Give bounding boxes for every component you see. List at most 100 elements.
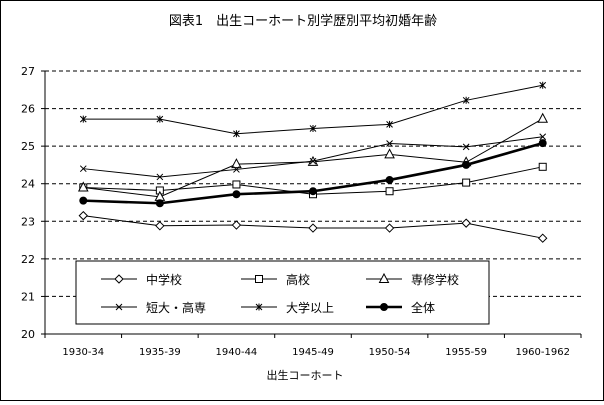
data-point	[386, 120, 393, 128]
marker-asterisk	[386, 120, 393, 128]
data-point	[78, 210, 88, 221]
marker-asterisk	[462, 96, 470, 104]
marker-circle	[538, 139, 547, 148]
legend-item: 短大・高専	[101, 300, 206, 315]
data-point	[232, 190, 241, 199]
data-point	[386, 140, 393, 147]
marker-diamond	[114, 274, 124, 284]
marker-circle	[79, 196, 88, 205]
marker-asterisk	[539, 81, 547, 89]
legend-item: 全体	[366, 300, 435, 315]
axes	[41, 70, 582, 338]
data-point	[385, 187, 394, 196]
data-point	[309, 187, 317, 196]
marker-circle	[385, 175, 394, 184]
marker-circle	[380, 303, 388, 311]
data-point	[308, 223, 318, 233]
legend-label: 中学校	[146, 272, 182, 287]
marker-diamond	[78, 210, 88, 221]
x-tick-labels: 1930-34 1935-39 1940-44 1945-49 1950-54 1955-…	[62, 347, 570, 358]
marker-asterisk	[156, 115, 164, 123]
data-point	[155, 221, 165, 231]
series-4	[79, 81, 547, 138]
marker-x	[462, 143, 470, 151]
data-point	[233, 130, 240, 138]
marker-square	[462, 178, 471, 187]
y-tick-label: 26	[21, 103, 35, 116]
legend-box	[75, 260, 490, 325]
data-point	[79, 165, 87, 173]
marker-asterisk	[233, 130, 240, 138]
legend-item: 中学校	[101, 272, 182, 287]
marker-square	[538, 162, 547, 171]
marker-square	[255, 275, 263, 283]
marker-asterisk	[255, 303, 263, 311]
data-point	[538, 162, 547, 171]
data-point	[384, 223, 395, 233]
x-axis-label: 出生コーホート	[267, 368, 344, 382]
legend-item: 大学以上	[241, 300, 334, 315]
data-point	[385, 175, 394, 184]
x-tick-label: 1960-1962	[515, 347, 570, 358]
x-tick-label: 1955-59	[445, 347, 487, 358]
data-point	[538, 233, 548, 243]
marker-triangle	[537, 112, 549, 123]
marker-x	[79, 165, 87, 173]
data-point	[462, 160, 471, 169]
marker-asterisk	[79, 115, 87, 123]
data-point	[538, 139, 547, 148]
marker-x	[539, 133, 547, 141]
marker-diamond	[384, 223, 395, 233]
marker-diamond	[538, 233, 548, 243]
data-point	[462, 143, 470, 151]
marker-x	[233, 166, 240, 173]
data-point	[155, 199, 164, 208]
x-tick-label: 1940-44	[216, 347, 258, 358]
marker-x	[386, 140, 393, 147]
data-point	[77, 181, 89, 192]
y-tick-label: 21	[21, 290, 35, 303]
data-point	[461, 218, 471, 228]
data-point	[156, 115, 164, 123]
data-point	[79, 196, 88, 205]
data-point	[462, 96, 470, 104]
legend-label: 大学以上	[286, 300, 334, 315]
legend-label: 短大・高専	[146, 300, 206, 315]
data-point	[309, 157, 317, 165]
y-tick-label: 20	[21, 328, 35, 341]
data-point	[462, 178, 471, 187]
marker-circle	[309, 187, 317, 196]
marker-triangle	[378, 272, 390, 283]
chart-title: 図表1 出生コーホート別学歴別平均初婚年齢	[169, 13, 437, 29]
y-tick-label: 27	[21, 65, 35, 78]
x-tick-label: 1930-34	[62, 347, 104, 358]
legend-item: 高校	[241, 272, 310, 287]
x-tick-label: 1935-39	[139, 347, 181, 358]
marker-circle	[155, 199, 164, 208]
marker-triangle	[77, 181, 89, 192]
marker-diamond	[155, 221, 165, 231]
legend-item: 専修学校	[366, 272, 459, 287]
y-tick-label: 24	[21, 178, 35, 191]
series-0	[78, 210, 548, 243]
marker-x	[115, 303, 123, 311]
y-tick-label: 25	[21, 140, 35, 153]
series-group	[77, 81, 549, 243]
data-point	[79, 115, 87, 123]
data-point	[232, 180, 241, 189]
legend-label: 高校	[286, 272, 310, 287]
marker-x	[309, 157, 317, 165]
marker-x	[156, 173, 164, 181]
series-3	[79, 133, 547, 181]
marker-diamond	[461, 218, 471, 228]
data-point	[231, 158, 242, 169]
y-tick-labels: 20 21 22 23 24 25 26 27	[21, 65, 35, 341]
marker-circle	[462, 160, 471, 169]
marker-diamond	[231, 220, 242, 230]
marker-circle	[232, 190, 241, 199]
data-point	[539, 81, 547, 89]
y-tick-label: 22	[21, 253, 35, 266]
